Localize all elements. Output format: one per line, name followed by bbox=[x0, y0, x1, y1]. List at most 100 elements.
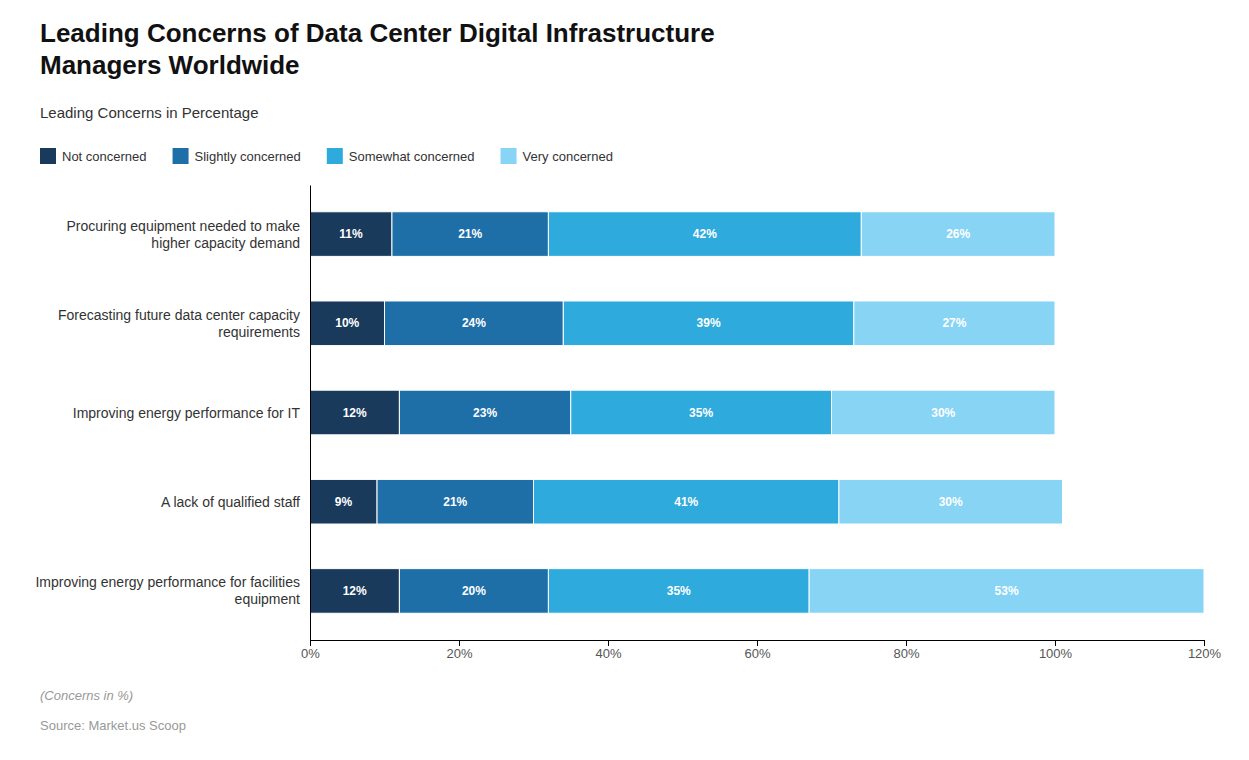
data-label: 9% bbox=[335, 495, 353, 509]
y-tick-label-line: Improving energy performance for IT bbox=[73, 405, 301, 421]
x-tick-mark bbox=[1204, 640, 1205, 646]
data-label: 12% bbox=[343, 406, 367, 420]
x-tick-mark bbox=[1055, 640, 1056, 646]
y-tick-label-line: Forecasting future data center capacity bbox=[58, 307, 300, 323]
legend-label: Very concerned bbox=[523, 149, 613, 164]
legend-label: Not concerned bbox=[62, 149, 147, 164]
bar bbox=[861, 212, 1055, 257]
bar bbox=[854, 301, 1055, 346]
title-line: Managers Worldwide bbox=[40, 50, 300, 80]
data-label: 10% bbox=[335, 316, 359, 330]
legend-item: Somewhat concerned bbox=[327, 148, 475, 164]
legend: Not concerned Slightly concerned Somewhat … bbox=[40, 148, 613, 164]
y-tick-label: Procuring equipment needed to makehigher… bbox=[67, 218, 301, 251]
x-tick-label: 0% bbox=[301, 646, 320, 661]
y-tick-label-line: A lack of qualified staff bbox=[161, 494, 300, 510]
x-tick-label: 60% bbox=[744, 646, 770, 661]
bar bbox=[534, 479, 839, 524]
bar bbox=[548, 212, 861, 257]
x-tick: 120% bbox=[1188, 640, 1222, 661]
x-tick-label: 80% bbox=[893, 646, 919, 661]
subtitle: Leading Concerns in Percentage bbox=[40, 104, 258, 121]
y-tick: Improving energy performance for facilit… bbox=[35, 574, 300, 607]
y-tick-label: Improving energy performance for facilit… bbox=[35, 574, 300, 607]
y-tick-label-line: Procuring equipment needed to make bbox=[67, 218, 301, 234]
legend-label: Somewhat concerned bbox=[349, 149, 475, 164]
legend-item: Very concerned bbox=[501, 148, 613, 164]
y-tick-label-line: Improving energy performance for facilit… bbox=[35, 574, 300, 590]
annotation: Source: Market.us Scoop bbox=[40, 718, 186, 733]
bar bbox=[310, 479, 377, 524]
x-tick: 20% bbox=[446, 640, 472, 661]
y-tick-label: A lack of qualified staff bbox=[161, 494, 300, 510]
x-tick: 0% bbox=[301, 640, 320, 661]
bar bbox=[832, 390, 1056, 435]
annotation: (Concerns in %) bbox=[40, 688, 133, 703]
series bbox=[809, 212, 1204, 613]
bar bbox=[563, 301, 854, 346]
x-tick: 60% bbox=[744, 640, 770, 661]
bar bbox=[392, 212, 548, 257]
data-label: 21% bbox=[443, 495, 467, 509]
bar bbox=[310, 212, 392, 257]
legend-swatch bbox=[40, 148, 56, 164]
x-tick-mark bbox=[459, 640, 460, 646]
data-labels: 11%10%12%9%12%21%24%23%21%20%42%39%35%41… bbox=[335, 227, 1019, 598]
x-tick-mark bbox=[608, 640, 609, 646]
chart: Leading Concerns of Data Center Digital … bbox=[0, 0, 1249, 760]
x-axis: 0% 20% 40% 60% 80% 100% 120% bbox=[301, 640, 1221, 661]
x-tick-label: 100% bbox=[1039, 646, 1073, 661]
legend-swatch bbox=[173, 148, 189, 164]
x-tick: 80% bbox=[893, 640, 919, 661]
x-tick-label: 20% bbox=[446, 646, 472, 661]
legend-label: Slightly concerned bbox=[195, 149, 301, 164]
y-tick-label-line: equipment bbox=[235, 591, 300, 607]
data-label: 35% bbox=[667, 584, 691, 598]
legend-swatch bbox=[327, 148, 343, 164]
data-label: 30% bbox=[939, 495, 963, 509]
bar bbox=[548, 569, 809, 614]
bars bbox=[310, 212, 1204, 613]
y-tick-label-line: higher capacity demand bbox=[151, 235, 300, 251]
data-label: 26% bbox=[946, 227, 970, 241]
series bbox=[534, 212, 862, 613]
y-tick: Forecasting future data center capacityr… bbox=[58, 307, 300, 340]
title: Leading Concerns of Data Center Digital … bbox=[40, 18, 715, 80]
bar bbox=[399, 390, 570, 435]
y-tick-label: Improving energy performance for IT bbox=[73, 405, 301, 421]
bar bbox=[310, 301, 385, 346]
bar bbox=[310, 390, 399, 435]
data-label: 30% bbox=[931, 406, 955, 420]
data-label: 39% bbox=[697, 316, 721, 330]
data-label: 53% bbox=[995, 584, 1019, 598]
legend-swatch bbox=[501, 148, 517, 164]
legend-item: Slightly concerned bbox=[173, 148, 301, 164]
data-label: 23% bbox=[473, 406, 497, 420]
title-line: Leading Concerns of Data Center Digital … bbox=[40, 18, 715, 48]
y-tick: A lack of qualified staff bbox=[161, 494, 300, 510]
series bbox=[377, 212, 571, 613]
bar bbox=[809, 569, 1204, 614]
y-axis-line bbox=[310, 186, 311, 641]
x-axis-line bbox=[311, 641, 1205, 647]
data-label: 12% bbox=[343, 584, 367, 598]
bar bbox=[839, 479, 1062, 524]
data-label: 41% bbox=[674, 495, 698, 509]
y-tick: Procuring equipment needed to makehigher… bbox=[67, 218, 301, 251]
x-tick: 40% bbox=[595, 640, 621, 661]
data-label: 27% bbox=[942, 316, 966, 330]
data-label: 24% bbox=[462, 316, 486, 330]
bar bbox=[310, 569, 399, 614]
bar bbox=[399, 569, 548, 614]
series bbox=[310, 212, 399, 613]
bar bbox=[377, 479, 533, 524]
data-label: 20% bbox=[462, 584, 486, 598]
x-tick-label: 40% bbox=[595, 646, 621, 661]
bar bbox=[385, 301, 564, 346]
y-tick-label: Forecasting future data center capacityr… bbox=[58, 307, 300, 340]
data-label: 35% bbox=[689, 406, 713, 420]
x-tick-mark bbox=[906, 640, 907, 646]
data-label: 11% bbox=[339, 227, 363, 241]
x-tick-mark bbox=[757, 640, 758, 646]
bar bbox=[571, 390, 832, 435]
